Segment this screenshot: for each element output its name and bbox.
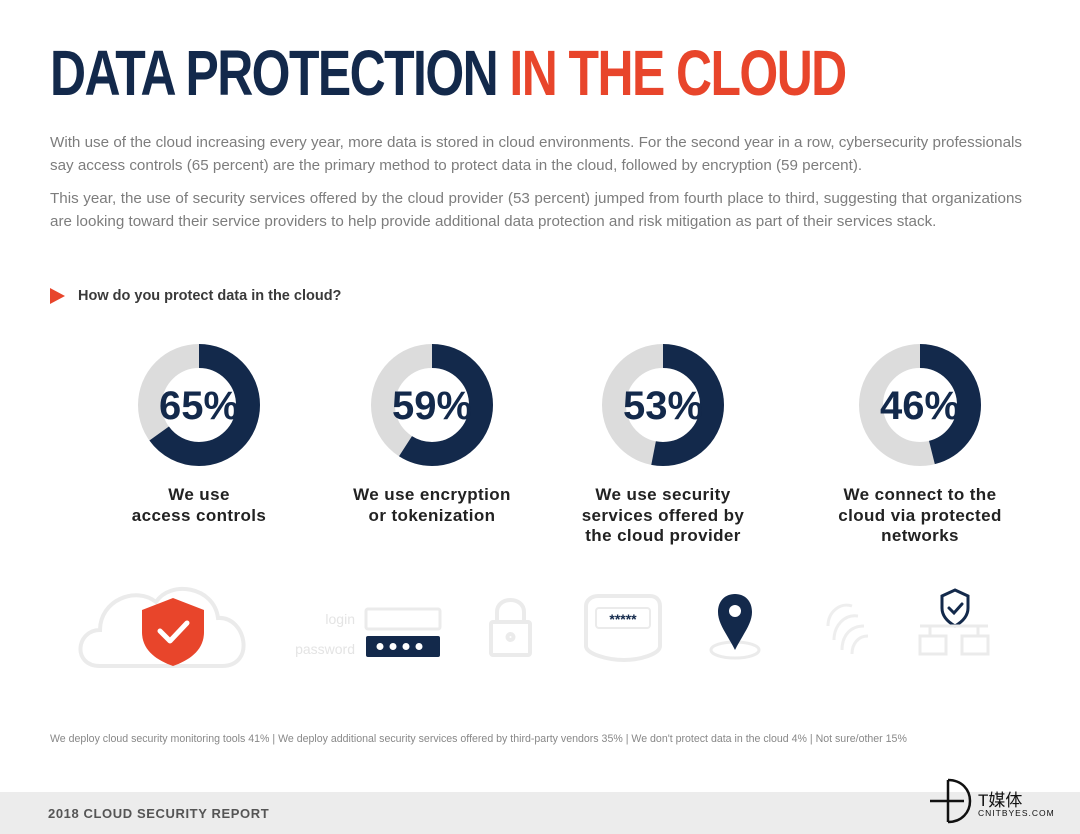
footer-bar: 2018 CLOUD SECURITY REPORT: [0, 792, 1080, 834]
donut-value-arc: [602, 344, 724, 466]
watermark-logo-icon: [930, 778, 972, 824]
login-label: login: [325, 611, 355, 627]
stat-access-controls: 65% We use access controls: [84, 343, 314, 526]
cloud-shield-check-icon: [78, 587, 246, 668]
question-text: How do you protect data in the cloud?: [78, 288, 342, 304]
intro-paragraph-2: This year, the use of security services …: [50, 190, 1022, 230]
stat-label: We connect to the cloud via protected ne…: [805, 485, 1035, 547]
watermark-cn: T媒体: [978, 791, 1023, 810]
triangle-bullet-icon: [50, 288, 65, 304]
stat-encryption: 59% We use encryption or tokenization: [317, 343, 547, 526]
donut-percent-label: 59%: [392, 384, 472, 428]
donut-value-arc: [371, 344, 493, 466]
masked-password-icon: *****: [584, 594, 662, 663]
padlock-icon: [489, 598, 532, 657]
location-pin-icon: [709, 594, 761, 660]
stat-label-line: the cloud provider: [585, 526, 741, 545]
network-shield-icon: [918, 588, 990, 656]
footnote: We deploy cloud security monitoring tool…: [50, 733, 907, 745]
icon-row: login password *****: [78, 587, 990, 668]
stat-label-line: access controls: [131, 505, 267, 525]
password-label: password: [295, 641, 355, 657]
stat-label: We use security services offered by the …: [548, 485, 778, 547]
stat-label-line: cloud via protected: [838, 505, 1002, 525]
masked-password-text: *****: [609, 611, 637, 627]
stat-label-line: We use security: [595, 485, 731, 504]
stat-label: We use access controls: [84, 485, 314, 526]
stat-label-line: We use encryption: [353, 485, 511, 504]
fingerprint-icon: [826, 603, 869, 655]
donut-chart: 59%: [371, 344, 493, 466]
donut-percent-label: 53%: [623, 384, 703, 428]
donut-percent-label: 46%: [880, 384, 960, 428]
title-part-1: DATA PROTECTION: [50, 37, 499, 109]
stat-label-line: We connect to the: [843, 485, 997, 504]
survey-question: How do you protect data in the cloud?: [50, 286, 341, 306]
stat-label-line: networks: [881, 526, 959, 545]
stat-label-line: or tokenization: [368, 505, 496, 525]
watermark: T媒体 CNITBYES.COM: [928, 776, 1078, 826]
stat-provider-services: 53% We use security services offered by …: [548, 343, 778, 547]
page-title: DATA PROTECTION IN THE CLOUD: [50, 37, 847, 109]
stat-protected-networks: 46% We connect to the cloud via protecte…: [805, 343, 1035, 547]
donut-chart: 65%: [138, 344, 260, 466]
donut-value-arc: [859, 344, 981, 466]
donut-chart: 53%: [602, 344, 724, 466]
report-name: 2018 CLOUD SECURITY REPORT: [48, 806, 270, 821]
watermark-en: CNITBYES.COM: [978, 808, 1055, 818]
intro-paragraph-1: With use of the cloud increasing every y…: [50, 134, 1022, 174]
stat-label-line: services offered by: [581, 505, 745, 525]
stat-label-line: We use: [168, 485, 230, 504]
stat-label: We use encryption or tokenization: [317, 485, 547, 526]
donut-value-arc: [138, 344, 260, 466]
donut-percent-label: 65%: [159, 384, 239, 428]
donut-chart: 46%: [859, 344, 981, 466]
title-part-2: IN THE CLOUD: [509, 37, 847, 109]
login-form-icon: login password: [295, 607, 442, 657]
